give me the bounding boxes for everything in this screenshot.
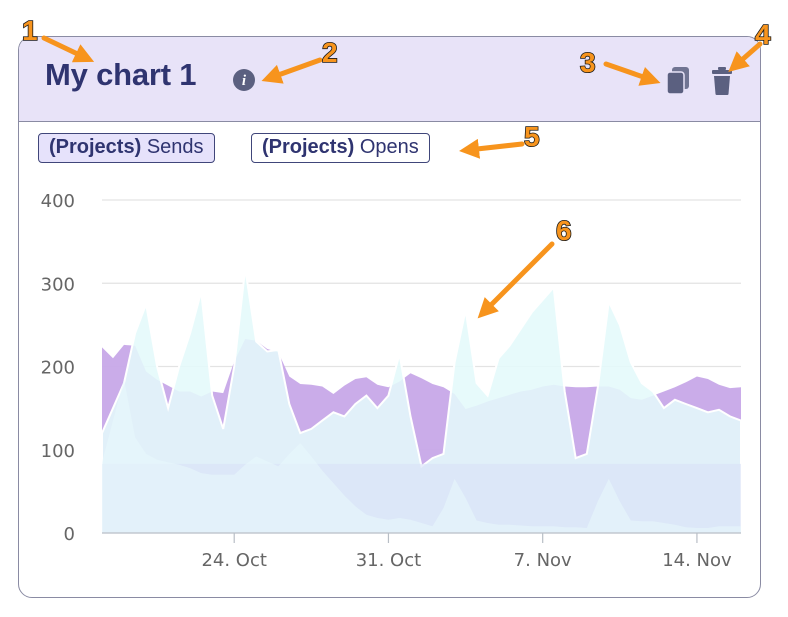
x-tick-label: 14. Nov xyxy=(662,550,732,571)
legend-chip-opens[interactable]: (Projects) Opens xyxy=(251,133,430,163)
x-tick-label: 24. Oct xyxy=(201,550,266,571)
legend-chip-sends[interactable]: (Projects) Sends xyxy=(38,133,215,163)
legend-chip-prefix: (Projects) xyxy=(49,136,142,158)
copy-icon[interactable] xyxy=(666,67,690,95)
y-tick-label: 300 xyxy=(41,274,75,295)
x-tick-label: 31. Oct xyxy=(356,550,421,571)
card-header: My chart 1 i xyxy=(19,37,760,122)
series-area-band-3 xyxy=(102,379,741,533)
legend-chip-label: Opens xyxy=(359,136,419,158)
legend-chip-prefix: (Projects) xyxy=(262,136,355,158)
chart-title[interactable]: My chart 1 xyxy=(45,57,197,92)
trash-icon[interactable] xyxy=(711,67,733,95)
y-tick-label: 200 xyxy=(41,358,75,379)
x-tick-label: 7. Nov xyxy=(514,550,572,571)
legend-chip-label: Sends xyxy=(146,136,204,158)
svg-text:i: i xyxy=(242,73,247,89)
info-icon[interactable]: i xyxy=(232,68,256,92)
y-tick-label: 100 xyxy=(41,441,75,462)
y-tick-label: 0 xyxy=(64,524,75,545)
y-tick-label: 400 xyxy=(41,191,75,212)
